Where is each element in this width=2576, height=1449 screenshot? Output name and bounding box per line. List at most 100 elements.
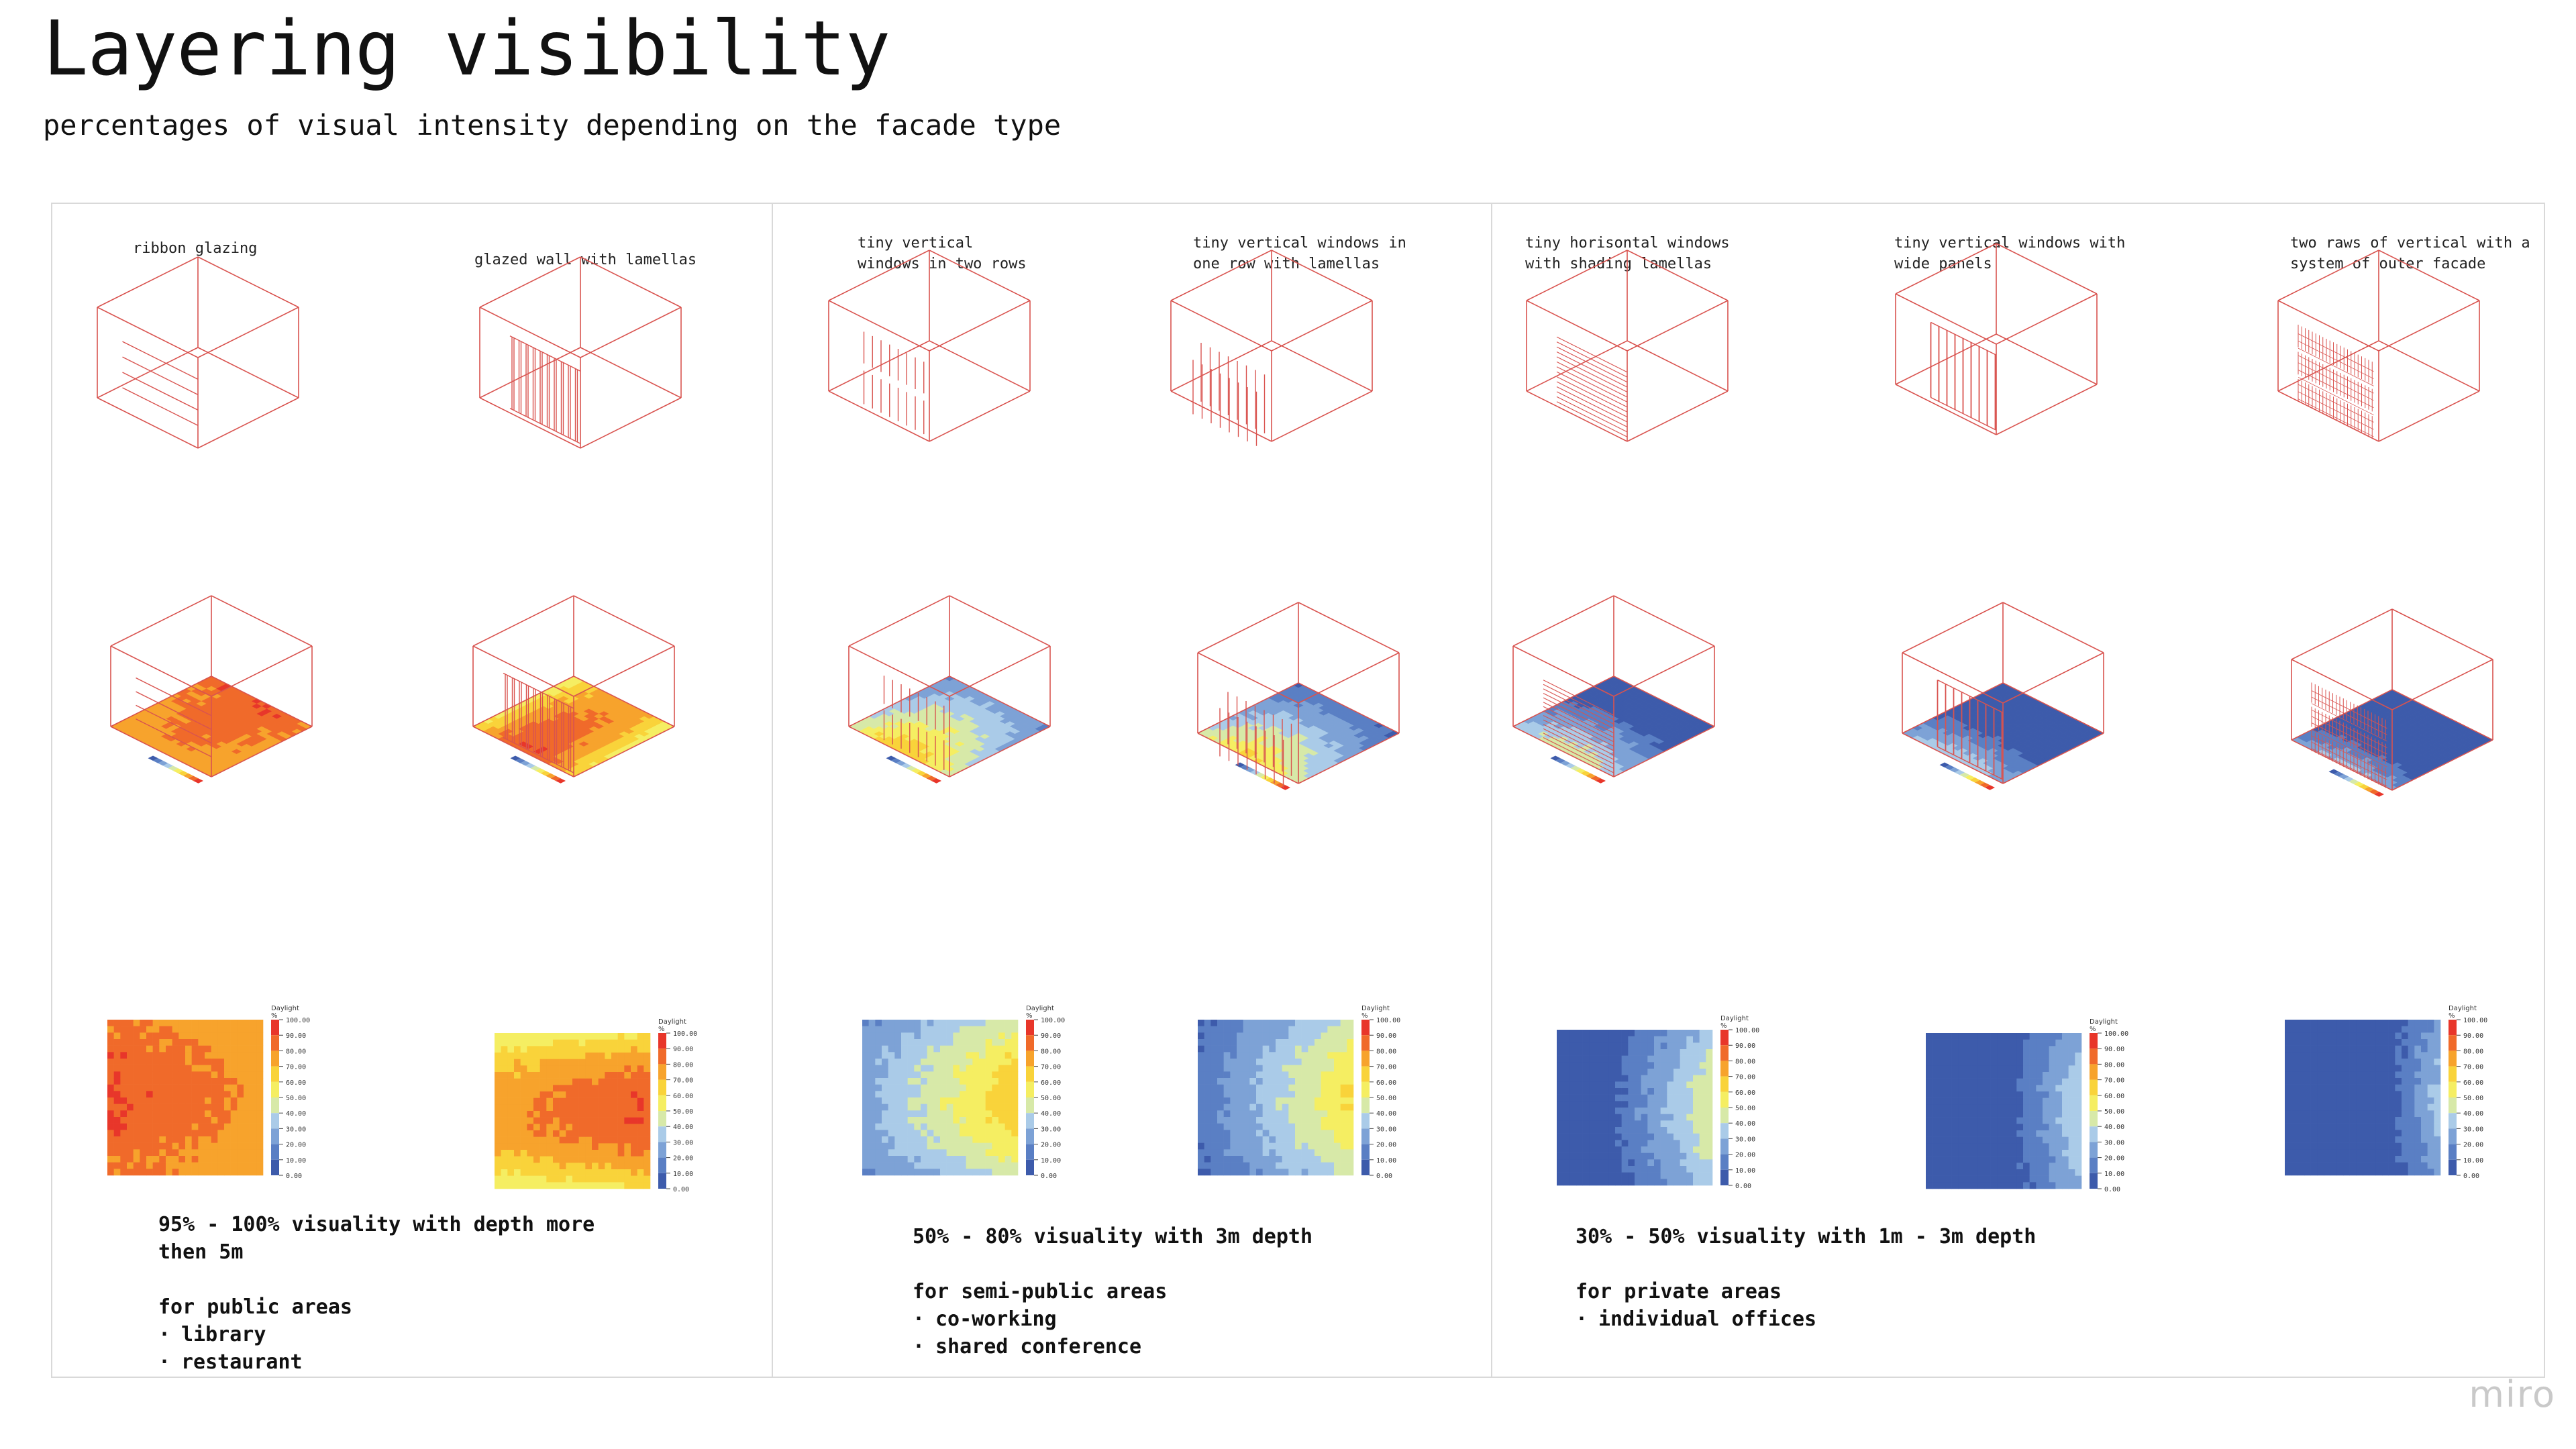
map-cell [875,1142,882,1150]
map-cell [631,1156,637,1163]
map-cell [611,1111,618,1118]
map-cell [592,1130,599,1137]
map-cell [507,1091,515,1098]
map-cell [592,1136,599,1144]
map-cell [217,1136,225,1143]
map-cell [927,1071,934,1079]
map-cell [205,1039,211,1046]
map-cell [159,1039,166,1046]
map-cell [953,1097,960,1104]
map-cell [205,1084,211,1091]
map-cell [546,1072,554,1079]
map-cell [256,1052,264,1059]
legend-swatch [271,1081,279,1097]
map-cell [894,1091,902,1098]
map-cell [624,1097,631,1105]
map-cell [605,1136,612,1144]
map-cell [178,1020,186,1026]
map-cell [120,1052,127,1059]
map-cell [520,1175,527,1183]
map-cell [514,1033,521,1040]
map-cell [946,1117,954,1124]
map-cell [553,1053,560,1059]
variant-label-outer-facade: two raws of vertical with a system of ou… [2290,235,2530,272]
box-edge-3 [848,676,950,727]
map-cell [875,1084,882,1091]
map-cell [185,1039,192,1046]
map-cell [107,1130,114,1137]
map-cell [507,1156,515,1163]
map-cell [927,1104,934,1111]
map-cell [592,1085,599,1092]
map-cell [172,1084,179,1091]
map-cell [127,1091,134,1098]
map-cell [631,1085,637,1092]
map-cell [875,1104,882,1111]
map-cell [643,1117,651,1124]
box-edge-6 [479,307,581,358]
map-cell [953,1156,960,1163]
map-cell [185,1026,192,1033]
map-cell [907,1065,915,1072]
box-edge-0 [580,347,682,398]
box-edge-5 [573,645,675,697]
map-cell [211,1059,218,1065]
map-cell [882,1169,888,1176]
box-edge-5 [1996,293,2098,345]
map-cell [146,1039,153,1046]
map-cell [514,1169,521,1176]
map-cell [520,1085,527,1092]
map-cell [237,1071,244,1079]
box-edge-2 [2277,390,2379,442]
map-cell [166,1065,172,1072]
map-cell [507,1130,515,1137]
box-edge-0 [1298,682,1400,734]
map-cell [514,1078,521,1085]
map-cell [946,1045,954,1053]
map-cell [946,1084,954,1091]
map-cell [875,1045,882,1053]
map-cell [140,1084,147,1091]
box-edge-5 [1271,300,1373,352]
map-cell [539,1156,547,1163]
map-cell [514,1150,521,1157]
map-cell [578,1039,586,1046]
map-cell [166,1020,172,1026]
map-cell [933,1084,941,1091]
map-cell [914,1091,921,1098]
map-cell [520,1039,527,1046]
map-cell [113,1039,121,1046]
outer-facade-rail [2298,398,2374,437]
map-cell [514,1143,521,1150]
box-edge-2 [1197,733,1299,784]
box-edge-4 [580,256,682,308]
map-cell [198,1156,205,1163]
map-cell [572,1124,579,1131]
map-cell [217,1091,225,1098]
map-cell [539,1130,547,1137]
map-cell [539,1072,547,1079]
map-cell [553,1091,560,1098]
map-cell [637,1059,644,1066]
map-cell [940,1078,947,1085]
variant-label-wide-panels: tiny vertical windows with wide panels [1894,235,2126,272]
map-cell [566,1097,573,1105]
map-cell [559,1091,566,1098]
map-cell [585,1169,593,1176]
map-cell [882,1078,888,1085]
map-cell [559,1156,566,1163]
map-cell [527,1097,534,1105]
legend-swatch [271,1066,279,1082]
map-cell [159,1130,166,1137]
map-cell [113,1142,121,1150]
map-cell [940,1117,947,1124]
map-cell [495,1182,501,1189]
map-cell [933,1169,941,1176]
map-cell [495,1143,501,1150]
map-cell [933,1130,941,1137]
map-cell [960,1032,966,1040]
map-cell [224,1136,231,1143]
map-cell [152,1142,160,1150]
map-cell [953,1136,960,1143]
map-cell [643,1163,651,1170]
